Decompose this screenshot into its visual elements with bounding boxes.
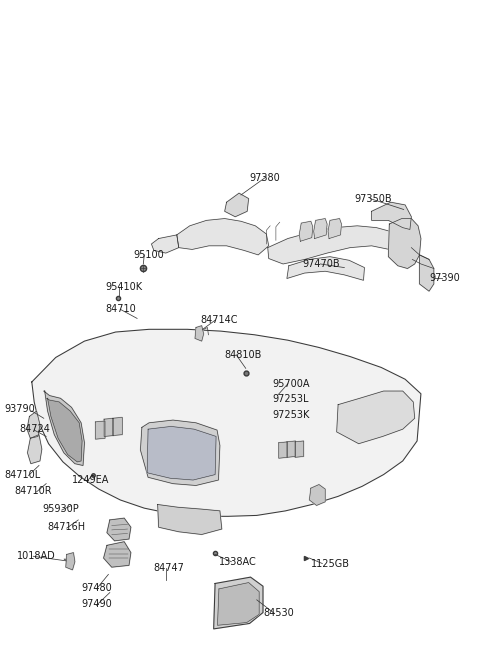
Text: 84716H: 84716H — [48, 522, 86, 533]
Polygon shape — [388, 219, 421, 269]
Polygon shape — [420, 255, 434, 291]
Polygon shape — [328, 219, 341, 238]
Text: 97253K: 97253K — [273, 409, 310, 420]
Polygon shape — [300, 221, 313, 241]
Text: 84530: 84530 — [263, 608, 294, 618]
Text: 97350B: 97350B — [355, 194, 393, 204]
Polygon shape — [66, 553, 75, 570]
Polygon shape — [96, 421, 105, 439]
Polygon shape — [287, 441, 296, 457]
Polygon shape — [107, 518, 131, 541]
Polygon shape — [225, 193, 249, 217]
Text: 97380: 97380 — [250, 173, 280, 183]
Polygon shape — [314, 219, 327, 238]
Polygon shape — [152, 235, 179, 253]
Polygon shape — [47, 398, 82, 462]
Text: 84724: 84724 — [19, 424, 50, 434]
Text: 1249EA: 1249EA — [72, 475, 109, 485]
Polygon shape — [372, 202, 411, 229]
Text: 95100: 95100 — [134, 250, 165, 260]
Text: 1018AD: 1018AD — [17, 552, 56, 561]
Polygon shape — [217, 582, 259, 626]
Polygon shape — [104, 419, 114, 436]
Text: 84714C: 84714C — [201, 315, 238, 326]
Polygon shape — [32, 329, 421, 516]
Text: 97470B: 97470B — [302, 259, 340, 269]
Text: 95410K: 95410K — [105, 282, 142, 291]
Text: 97490: 97490 — [81, 599, 112, 609]
Text: 97390: 97390 — [429, 272, 460, 282]
Text: 97480: 97480 — [81, 583, 112, 593]
Text: 1338AC: 1338AC — [218, 557, 256, 567]
Polygon shape — [113, 417, 122, 436]
Text: 84710L: 84710L — [4, 470, 41, 479]
Polygon shape — [147, 426, 216, 480]
Text: 93790: 93790 — [4, 404, 35, 414]
Polygon shape — [141, 420, 220, 485]
Text: 84710: 84710 — [105, 305, 136, 314]
Polygon shape — [214, 577, 263, 629]
Text: 84710R: 84710R — [14, 486, 52, 496]
Polygon shape — [157, 504, 222, 534]
Polygon shape — [27, 411, 40, 438]
Text: 95700A: 95700A — [273, 379, 310, 389]
Text: 84810B: 84810B — [225, 350, 262, 360]
Polygon shape — [336, 391, 415, 443]
Text: 97253L: 97253L — [273, 394, 309, 404]
Polygon shape — [268, 226, 412, 264]
Polygon shape — [287, 257, 364, 280]
Polygon shape — [104, 542, 131, 567]
Text: 95930P: 95930P — [43, 504, 80, 514]
Polygon shape — [279, 442, 288, 458]
Polygon shape — [310, 485, 325, 506]
Polygon shape — [295, 441, 304, 457]
Text: 84747: 84747 — [153, 563, 184, 573]
Polygon shape — [44, 391, 84, 466]
Text: 1125GB: 1125GB — [311, 559, 350, 569]
Polygon shape — [195, 326, 204, 341]
Polygon shape — [177, 219, 269, 255]
Polygon shape — [27, 435, 42, 464]
